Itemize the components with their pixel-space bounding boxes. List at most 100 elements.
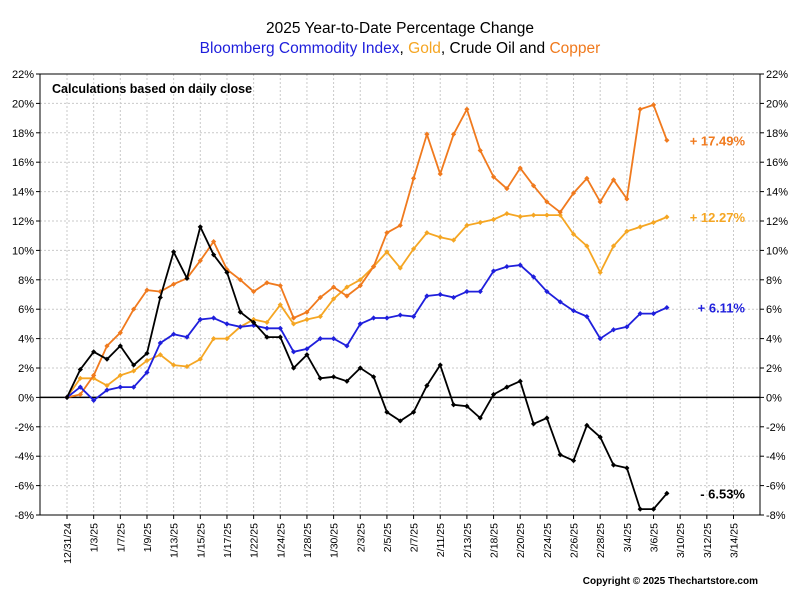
data-point (171, 249, 177, 255)
x-tick-label: 1/24/25 (275, 523, 287, 558)
data-point (131, 384, 137, 390)
y-tick-label-right: 10% (766, 245, 788, 257)
data-point (117, 372, 123, 378)
data-point (650, 506, 657, 512)
data-point (544, 288, 550, 295)
data-point (397, 418, 403, 424)
x-tick-label: 1/22/25 (249, 523, 261, 558)
data-point (264, 325, 270, 331)
y-tick-label-right: -6% (766, 481, 786, 493)
data-point (144, 369, 150, 376)
data-point (637, 311, 643, 317)
data-point (584, 313, 590, 320)
data-point (384, 249, 390, 255)
data-point (237, 324, 243, 330)
y-tick-label-left: 0% (18, 392, 34, 404)
x-tick-label: 2/26/25 (569, 523, 581, 558)
data-point (91, 372, 97, 378)
data-point (131, 306, 137, 312)
x-tick-label: 1/7/25 (115, 523, 127, 552)
y-tick-label-right: -8% (766, 510, 786, 522)
data-point (437, 171, 443, 177)
y-tick-label-right: 14% (766, 187, 788, 199)
data-point (530, 421, 537, 427)
data-point (117, 330, 123, 336)
data-point (610, 327, 617, 333)
data-point (530, 274, 537, 280)
data-point (490, 174, 497, 180)
data-point (317, 375, 323, 381)
y-tick-label-right: 18% (766, 128, 788, 140)
x-tick-label: 3/4/25 (622, 523, 634, 552)
data-point (224, 269, 230, 276)
data-point (610, 177, 617, 183)
data-point (424, 293, 430, 299)
data-point (197, 316, 203, 323)
data-point (490, 268, 497, 274)
series-line-crude-oil (66, 224, 668, 511)
data-point (557, 209, 563, 215)
data-point (317, 313, 323, 320)
data-point (264, 280, 270, 286)
data-point (464, 106, 470, 112)
chart-subtitle: Bloomberg Commodity Index, Gold, Crude O… (0, 40, 800, 58)
data-point (331, 336, 337, 342)
data-point (597, 336, 603, 342)
y-tick-label-right: 20% (766, 98, 788, 110)
data-point (450, 131, 457, 137)
data-point (291, 349, 297, 355)
series-line-copper (66, 103, 668, 399)
data-point (504, 186, 510, 192)
data-point (211, 238, 217, 245)
x-tick-label: 1/15/25 (195, 523, 207, 558)
data-point (504, 263, 510, 270)
data-point (104, 383, 110, 389)
x-tick-label: 1/3/25 (89, 523, 101, 552)
data-point (637, 506, 643, 512)
data-point (344, 284, 350, 290)
data-point (264, 334, 270, 340)
data-point (291, 315, 297, 321)
data-point (211, 336, 217, 342)
data-point (357, 321, 363, 327)
data-point (144, 287, 150, 293)
data-point (397, 265, 403, 271)
data-point (224, 321, 230, 327)
data-point (91, 375, 97, 381)
data-point (171, 362, 177, 368)
data-point (397, 222, 403, 229)
data-point (331, 296, 337, 302)
x-tick-label: 2/28/25 (595, 523, 607, 558)
subtitle-part: Gold (408, 40, 441, 57)
data-point (317, 336, 323, 342)
data-point (344, 293, 350, 299)
data-point (584, 175, 590, 181)
data-point (624, 228, 630, 234)
data-point (197, 224, 203, 230)
x-tick-label: 1/9/25 (142, 523, 154, 552)
data-point (424, 131, 430, 137)
y-tick-label-left: -4% (14, 451, 34, 463)
y-tick-label-left: 6% (18, 304, 34, 316)
data-point (490, 216, 497, 223)
x-tick-label: 3/12/25 (702, 523, 714, 558)
series-line-bloomberg-commodity-index (66, 264, 668, 402)
data-point (370, 374, 377, 380)
plot-frame (39, 73, 761, 516)
subtitle-part: Copper (549, 40, 601, 57)
data-point (237, 309, 243, 315)
x-axis: 12/31/24 1/3/25 1/7/25 1/9/25 1/13/25 1/15/25… (62, 515, 741, 564)
y-tick-label-left: -2% (14, 422, 34, 434)
data-point (211, 252, 217, 258)
x-tick-label: 2/7/25 (409, 523, 421, 552)
data-point (570, 190, 577, 196)
data-point (530, 212, 537, 218)
data-point (277, 302, 283, 308)
data-point (464, 288, 470, 295)
data-point (104, 356, 110, 362)
y-tick-label-left: 22% (12, 69, 34, 81)
data-point (450, 294, 457, 301)
data-point (410, 175, 417, 181)
x-tick-label: 3/14/25 (729, 523, 741, 558)
data-point (171, 281, 177, 287)
